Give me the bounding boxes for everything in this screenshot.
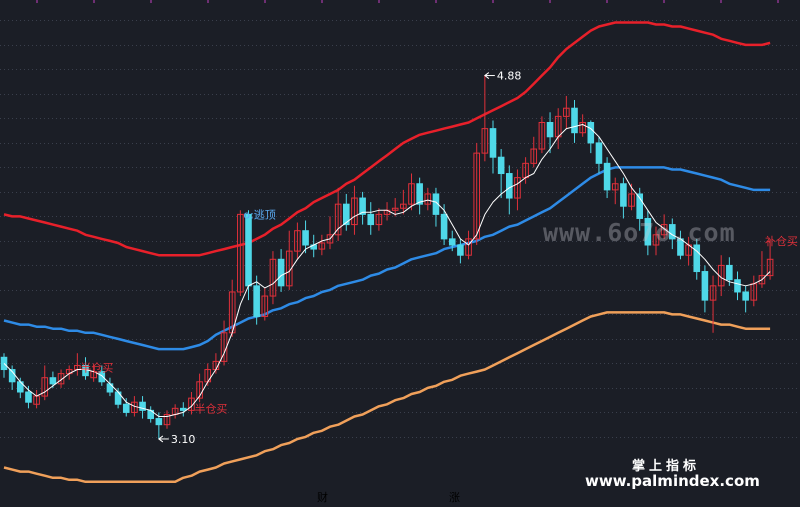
candle-body-69 xyxy=(563,107,570,117)
candle-body-30 xyxy=(245,213,252,287)
candle-body-77 xyxy=(628,193,635,207)
candle-body-3 xyxy=(25,391,32,403)
candle-body-76 xyxy=(620,183,627,207)
candle-body-88 xyxy=(717,264,725,287)
candle-body-93 xyxy=(758,275,766,285)
candle-body-75 xyxy=(611,183,619,191)
candle-body-40 xyxy=(326,234,334,244)
footer-label-cai: 财 xyxy=(317,491,328,504)
candle-body-58 xyxy=(473,152,480,240)
mid-band-line xyxy=(3,166,771,351)
candle-body-20 xyxy=(163,413,171,426)
candle-body-52 xyxy=(424,193,432,205)
candle-body-94 xyxy=(766,258,774,277)
high-price-label: 4.88 xyxy=(497,70,521,83)
candle-body-34 xyxy=(277,258,285,287)
candle-body-71 xyxy=(579,122,586,134)
candle-body-72 xyxy=(587,122,595,144)
candle-body-6 xyxy=(49,377,57,385)
signal-tag-5: 补仓买 xyxy=(765,234,798,248)
lower-band-line xyxy=(3,311,771,484)
candle-body-89 xyxy=(726,264,733,281)
candle-body-49 xyxy=(400,203,407,209)
candle-body-37 xyxy=(302,230,309,246)
signal-tag-2: o:逃顶 xyxy=(243,208,275,221)
candle-body-55 xyxy=(448,238,456,246)
candle-body-53 xyxy=(432,193,440,215)
candle-body-7 xyxy=(57,373,65,385)
candle-body-60 xyxy=(489,128,497,158)
candle-body-39 xyxy=(318,242,326,250)
candle-body-85 xyxy=(693,244,701,273)
candle-body-24 xyxy=(196,381,203,399)
candle-body-65 xyxy=(530,148,538,164)
candle-body-57 xyxy=(465,238,472,256)
ma-line xyxy=(3,124,771,417)
candle-body-79 xyxy=(644,217,652,246)
upper-band-line xyxy=(3,21,771,257)
candle-body-62 xyxy=(506,173,513,199)
brand-watermark-url: www.palmindex.com xyxy=(585,472,760,490)
candle-body-36 xyxy=(294,230,301,252)
candle-body-41 xyxy=(334,203,342,236)
candle-body-45 xyxy=(367,213,375,226)
brand-watermark-cn: 掌上指标 xyxy=(632,459,701,474)
candle-body-80 xyxy=(652,234,660,246)
candle-body-66 xyxy=(538,122,546,150)
signal-tag-4: 半仓买 xyxy=(80,361,113,375)
candle-body-63 xyxy=(514,177,521,199)
candle-body-5 xyxy=(41,377,49,397)
candle-body-56 xyxy=(457,244,464,256)
candle-body-29 xyxy=(237,213,244,293)
candle-body-44 xyxy=(359,197,366,215)
candle-body-82 xyxy=(669,224,676,240)
candle-body-50 xyxy=(408,183,415,205)
low-marker-arrow xyxy=(158,435,164,443)
candle-body-81 xyxy=(660,224,668,236)
candle-body-22 xyxy=(180,407,187,411)
candle-body-78 xyxy=(636,193,644,219)
candle-body-91 xyxy=(742,291,749,301)
candle-body-43 xyxy=(351,197,358,226)
candle-body-90 xyxy=(734,279,741,293)
candle-body-31 xyxy=(253,285,260,317)
candle-body-17 xyxy=(139,401,146,411)
candle-body-15 xyxy=(122,403,130,413)
candle-body-48 xyxy=(391,207,399,211)
candle-body-33 xyxy=(269,258,277,297)
high-marker-arrow xyxy=(484,72,490,79)
candle-body-54 xyxy=(440,213,448,240)
candle-body-42 xyxy=(343,203,350,226)
candle-body-86 xyxy=(701,271,709,301)
footer-label-zhang: 涨 xyxy=(449,491,460,504)
candle-body-74 xyxy=(603,162,611,191)
candle-body-35 xyxy=(285,250,293,287)
candle-body-70 xyxy=(571,107,578,134)
candle-body-12 xyxy=(98,371,106,383)
candle-body-19 xyxy=(155,418,163,426)
candle-body-51 xyxy=(416,183,423,205)
candle-body-73 xyxy=(595,142,603,164)
signal-tag-3: 半仓买 xyxy=(194,401,227,415)
low-price-label: 3.10 xyxy=(171,433,196,446)
candle-body-87 xyxy=(709,285,717,301)
candle-body-61 xyxy=(497,156,505,175)
faint-watermark: www.6o7o.com xyxy=(543,218,736,247)
candle-body-59 xyxy=(481,128,489,154)
candle-body-46 xyxy=(375,213,383,226)
candle-body-23 xyxy=(188,397,195,411)
candle-body-32 xyxy=(261,295,269,317)
candle-body-67 xyxy=(546,122,554,138)
